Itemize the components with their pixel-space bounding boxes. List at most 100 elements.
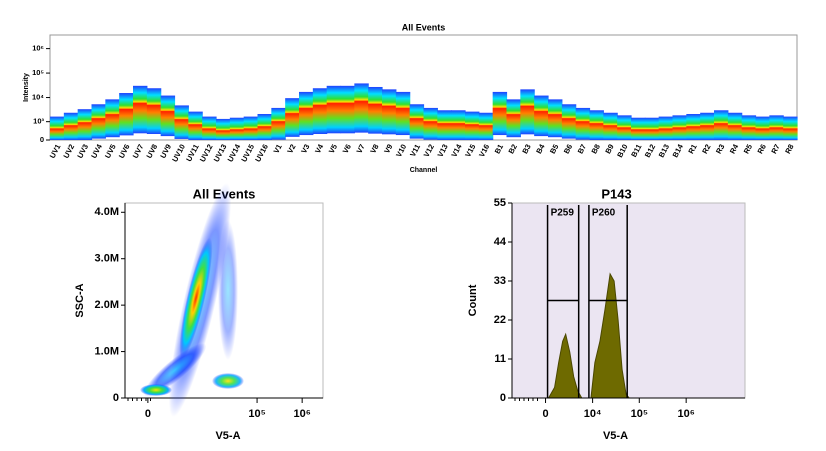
channel-band	[105, 99, 120, 138]
channel-band	[50, 116, 65, 140]
channel-band	[299, 91, 314, 136]
channel-band	[409, 104, 425, 139]
x-tick-label: UV6	[117, 143, 132, 160]
y-tick-label: 55	[494, 197, 506, 209]
channel-band	[257, 113, 272, 140]
x-tick-label: V16	[477, 143, 491, 159]
y-tick-label: 10⁴	[32, 93, 44, 102]
x-tick-label: UV3	[75, 143, 90, 160]
chart-title: All Events	[402, 22, 446, 32]
channel-band	[534, 95, 549, 137]
y-tick-label: 0	[113, 392, 119, 404]
channel-band	[561, 104, 577, 139]
histogram-area	[547, 332, 583, 399]
x-tick-label: R8	[783, 143, 795, 156]
y-tick-label: 0	[40, 135, 44, 144]
x-tick-label: V1	[272, 143, 284, 155]
channel-band	[133, 85, 148, 134]
channel-band	[769, 115, 784, 140]
x-axis-label: V5-A	[603, 430, 628, 442]
channel-band	[91, 104, 106, 139]
y-tick-label: 2.0M	[95, 299, 119, 311]
channel-band	[188, 111, 203, 140]
population-sparse	[218, 220, 238, 360]
x-tick-label: B3	[520, 143, 532, 156]
channel-band	[686, 113, 701, 140]
x-tick-label: 10⁵	[631, 408, 648, 420]
x-tick-label: R2	[700, 143, 712, 156]
x-tick-label: V4	[313, 142, 326, 155]
x-tick-label: UV7	[131, 143, 146, 160]
channel-band	[285, 98, 300, 137]
channel-band	[617, 115, 632, 140]
x-tick-label: B5	[548, 143, 560, 156]
y-tick-label: 22	[494, 314, 506, 326]
population-bridge	[143, 343, 207, 397]
x-tick-label: V12	[422, 143, 436, 159]
x-tick-label: B2	[506, 143, 518, 156]
x-tick-label: B11	[629, 143, 643, 159]
channel-band	[354, 83, 369, 133]
x-tick-label: B8	[589, 143, 601, 156]
channel-band	[672, 115, 687, 140]
x-tick-label: B12	[643, 143, 657, 159]
x-tick-label: R6	[755, 143, 767, 156]
channel-band	[451, 110, 466, 140]
x-tick-label: R3	[714, 143, 726, 156]
x-tick-label: R7	[769, 143, 781, 156]
channel-band	[202, 116, 217, 140]
channel-band	[77, 109, 93, 140]
channel-band	[631, 117, 646, 140]
channel-band	[368, 86, 383, 134]
x-tick-label: V9	[382, 143, 394, 155]
channel-band	[714, 110, 729, 140]
x-tick-label: B14	[671, 142, 686, 159]
channel-band	[271, 107, 286, 140]
channel-band	[326, 85, 342, 134]
channel-band	[146, 88, 162, 135]
x-tick-label: B4	[534, 142, 547, 155]
y-tick-label: 4.0M	[95, 206, 119, 218]
x-tick-label: UV5	[103, 143, 118, 160]
y-tick-label: 0	[500, 392, 506, 404]
y-tick-label: 10⁵	[32, 68, 44, 77]
channel-band	[216, 118, 231, 140]
x-tick-label: UV10	[170, 143, 187, 164]
channel-band	[589, 110, 604, 140]
x-tick-label: UV16	[253, 143, 270, 164]
channel-band	[783, 116, 798, 140]
x-tick-label: V15	[463, 143, 477, 159]
x-tick-label: V5	[327, 143, 339, 155]
channel-band	[520, 89, 535, 135]
channel-band	[160, 95, 176, 137]
y-tick-label: 44	[494, 236, 507, 248]
x-tick-label: 0	[145, 408, 151, 420]
population-main	[179, 237, 213, 359]
x-tick-label: UV8	[144, 143, 159, 160]
channel-band	[700, 112, 715, 140]
y-tick-label: 3.0M	[95, 253, 119, 265]
y-tick-label: 10⁶	[32, 44, 44, 53]
channel-band	[312, 88, 328, 135]
channel-band	[575, 107, 591, 140]
x-tick-label: 10⁵	[248, 408, 265, 420]
y-axis-label: Intensity	[23, 73, 30, 102]
x-axis-label: V5-A	[215, 430, 240, 442]
x-tick-label: V3	[299, 143, 311, 155]
x-tick-label: R4	[728, 142, 741, 155]
x-tick-label: B13	[657, 143, 671, 159]
x-tick-label: 10⁴	[584, 408, 602, 420]
channel-band	[465, 111, 480, 140]
x-tick-label: B7	[576, 143, 588, 156]
y-axis-label: Count	[467, 284, 479, 316]
x-tick-label: V2	[285, 143, 297, 155]
x-axis-label: Channel	[410, 167, 438, 174]
channel-band	[423, 107, 438, 140]
channel-band	[340, 85, 355, 134]
x-tick-label: V10	[394, 143, 408, 159]
channel-band	[478, 112, 494, 140]
x-tick-label: UV2	[61, 143, 76, 160]
channel-band	[437, 110, 452, 140]
channel-band	[174, 105, 189, 139]
x-tick-label: V13	[436, 143, 450, 159]
